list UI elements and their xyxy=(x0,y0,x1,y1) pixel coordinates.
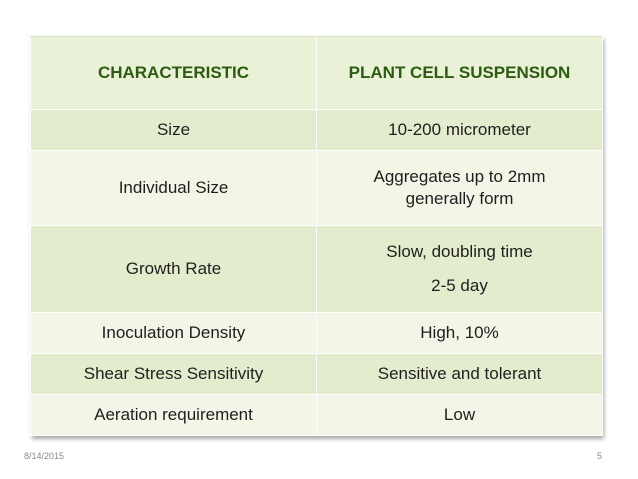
value-line: Low xyxy=(443,405,476,424)
value-line: Sensitive and tolerant xyxy=(377,364,542,383)
slide-date: 8/14/2015 xyxy=(24,451,65,461)
comparison-table: CHARACTERISTIC PLANT CELL SUSPENSION Siz… xyxy=(30,36,603,436)
table-row: Individual Size Aggregates up to 2mm gen… xyxy=(30,150,603,226)
characteristic-cell: Inoculation Density xyxy=(30,312,317,354)
comparison-table-container: CHARACTERISTIC PLANT CELL SUSPENSION Siz… xyxy=(30,36,603,436)
characteristic-cell: Growth Rate xyxy=(30,225,317,313)
value-line: generally form xyxy=(405,189,514,208)
characteristic-cell: Shear Stress Sensitivity xyxy=(30,353,317,395)
characteristic-cell: Size xyxy=(30,109,317,151)
characteristic-cell: Aeration requirement xyxy=(30,394,317,436)
table-row: Inoculation Density High, 10% xyxy=(30,312,603,354)
value-line: Slow, doubling time xyxy=(386,242,533,261)
table-header-row: CHARACTERISTIC PLANT CELL SUSPENSION xyxy=(30,36,603,110)
characteristic-cell: Individual Size xyxy=(30,150,317,226)
table-row: Shear Stress Sensitivity Sensitive and t… xyxy=(30,353,603,395)
table-row: Growth Rate Slow, doubling time 2-5 day xyxy=(30,225,603,313)
value-cell: 10-200 micrometer xyxy=(316,109,603,151)
slide-page-number: 5 xyxy=(596,451,602,461)
value-line: Aggregates up to 2mm xyxy=(373,167,546,186)
value-cell: Slow, doubling time 2-5 day xyxy=(316,225,603,313)
value-line: 2-5 day xyxy=(431,276,488,295)
header-characteristic: CHARACTERISTIC xyxy=(30,36,317,110)
table-row: Aeration requirement Low xyxy=(30,394,603,436)
value-cell: Aggregates up to 2mm generally form xyxy=(316,150,603,226)
value-cell: High, 10% xyxy=(316,312,603,354)
value-line: High, 10% xyxy=(420,323,499,342)
table-row: Size 10-200 micrometer xyxy=(30,109,603,151)
value-cell: Sensitive and tolerant xyxy=(316,353,603,395)
value-line: 10-200 micrometer xyxy=(388,120,531,139)
value-cell: Low xyxy=(316,394,603,436)
header-plant-cell-suspension: PLANT CELL SUSPENSION xyxy=(316,36,603,110)
